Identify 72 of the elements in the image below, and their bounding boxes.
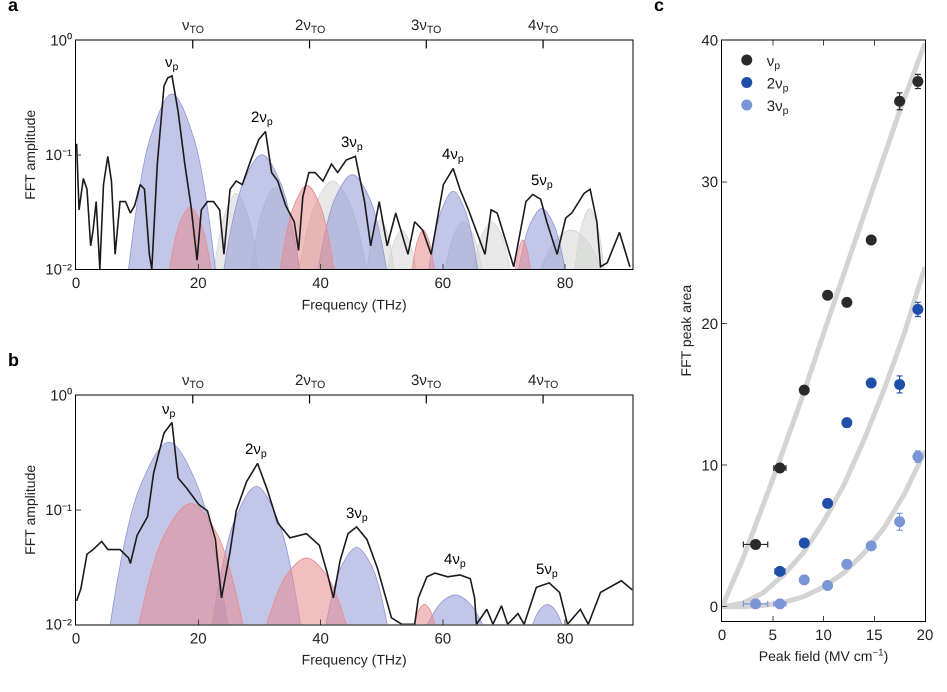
- x-tick-label: 20: [190, 275, 207, 292]
- x-tick-label: 15: [866, 626, 883, 644]
- annotation: 4ν$_{p}$: [442, 146, 464, 166]
- point: [841, 558, 852, 570]
- x-tick-label: 60: [434, 630, 452, 648]
- chart-title: b: [8, 350, 19, 370]
- x-axis-title: Peak field (MV cm$^{−1}$): [758, 647, 888, 664]
- x-axis-title: Frequency (THz): [302, 296, 407, 313]
- x-tick-label: 40: [312, 630, 329, 648]
- annotation: ν$_{p}$: [162, 401, 176, 420]
- legend-label: ν$_{p}$: [766, 52, 780, 72]
- annotation: 2ν$_{p}$: [245, 441, 267, 460]
- y-tick-label: 40: [701, 32, 718, 50]
- legend-label: 3ν$_{p}$: [766, 98, 789, 118]
- legend-label: 2ν$_{p}$: [766, 75, 789, 95]
- x-tick-label: 20: [916, 626, 934, 644]
- ref-line-label: ν$_{TO}$: [182, 17, 204, 36]
- point: [750, 598, 762, 610]
- point: [894, 378, 906, 390]
- point: [841, 417, 852, 428]
- annotation: 5ν$_{p}$: [531, 172, 553, 192]
- y-tick-label: 0: [710, 598, 718, 616]
- point: [912, 76, 924, 87]
- x-tick-label: 80: [556, 630, 574, 648]
- point: [798, 574, 810, 586]
- y-axis-title: FFT amplitude: [22, 464, 38, 555]
- point: [866, 378, 877, 389]
- line-series: [76, 422, 632, 624]
- annotation: 3ν$_{p}$: [341, 134, 363, 154]
- y-tick-label: 20: [701, 316, 718, 333]
- chart-title: a: [8, 0, 19, 15]
- point: [866, 234, 877, 246]
- annotation: 5ν$_{p}$: [536, 561, 558, 580]
- y-tick-label: 10: [701, 457, 718, 474]
- point: [894, 516, 906, 528]
- y-tick-label: 10⁻¹: [45, 502, 72, 520]
- annotation: 3ν$_{p}$: [346, 505, 368, 524]
- y-axis-title: FFT peak area: [678, 284, 694, 376]
- ref-line-label: 2ν$_{TO}$: [295, 372, 326, 392]
- point: [894, 96, 906, 107]
- y-tick-label: 30: [701, 174, 718, 192]
- point: [866, 540, 877, 552]
- x-tick-label: 60: [434, 275, 452, 292]
- annotation: ν$_{p}$: [165, 54, 178, 74]
- y-tick-label: 10⁻¹: [45, 147, 72, 164]
- point: [822, 580, 834, 591]
- line-series: [76, 75, 631, 270]
- ref-line-label: 4ν$_{TO}$: [528, 17, 558, 36]
- chart-title: c: [654, 0, 664, 15]
- point: [841, 296, 852, 308]
- point: [822, 290, 834, 301]
- x-tick-label: 5: [768, 626, 777, 644]
- ref-line-label: 4ν$_{TO}$: [528, 372, 558, 392]
- ref-line-label: 3ν$_{TO}$: [411, 17, 442, 36]
- y-tick-label: 10⁻²: [45, 616, 72, 634]
- ref-line-label: ν$_{TO}$: [182, 372, 204, 392]
- x-tick-label: 80: [556, 275, 574, 292]
- point: [822, 498, 834, 509]
- y-tick-label: 10⁻²: [45, 261, 72, 278]
- ref-line-label: 2ν$_{TO}$: [295, 17, 326, 36]
- point: [750, 538, 762, 550]
- y-axis-title: FFT amplitude: [22, 110, 38, 200]
- annotation: 4ν$_{p}$: [444, 551, 466, 570]
- x-tick-label: 40: [312, 275, 329, 292]
- x-tick-label: 20: [190, 630, 207, 648]
- ref-line-label: 3ν$_{TO}$: [411, 372, 442, 392]
- annotation: 2ν$_{p}$: [251, 109, 273, 128]
- y-tick-label: 10⁰: [50, 32, 72, 50]
- point: [912, 304, 924, 315]
- x-axis-title: Frequency (THz): [302, 652, 407, 668]
- x-tick-label: 10: [815, 626, 832, 644]
- y-tick-label: 10⁰: [50, 388, 72, 405]
